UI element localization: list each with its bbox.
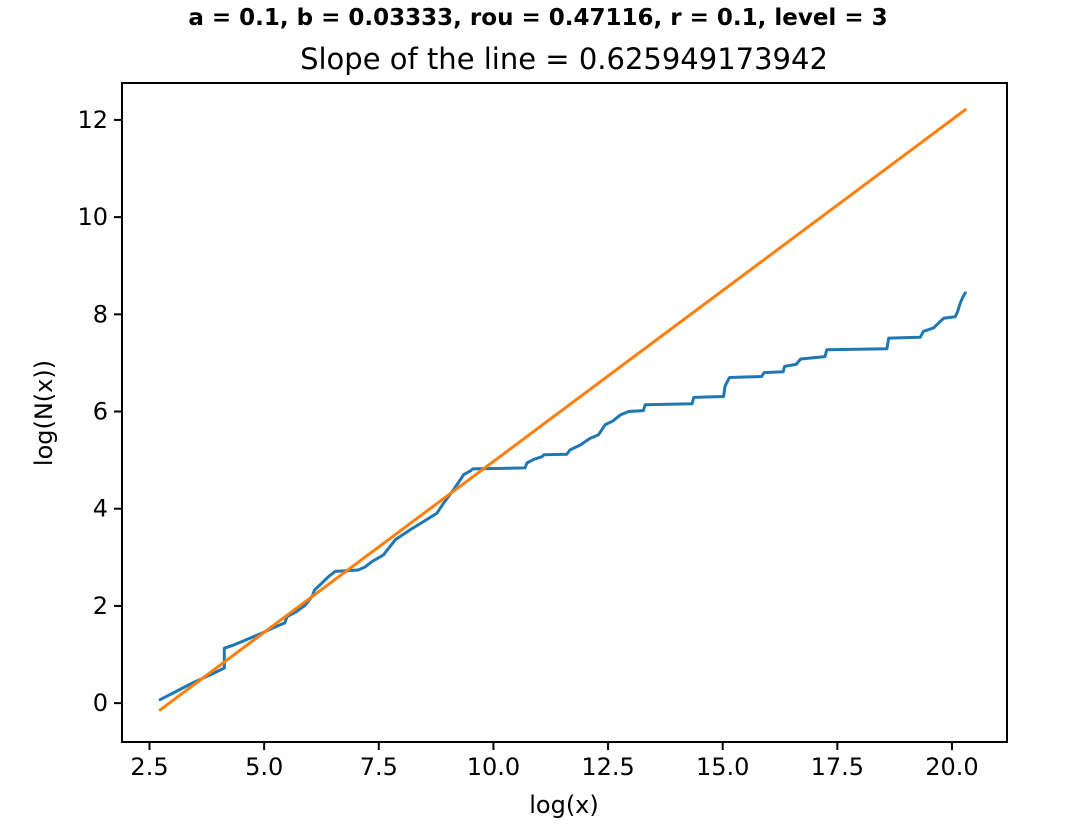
y-tick-label: 10 [77, 203, 108, 231]
x-axis-label: log(x) [529, 791, 599, 819]
axis-ticks: 2.5 5.0 7.5 10.0 12.5 15.0 17.5 20.0 0 2 4 6 8 10 12 [77, 106, 978, 781]
y-tick-label: 6 [93, 398, 108, 426]
x-tick-label: 15.0 [696, 753, 749, 781]
x-tick-label: 12.5 [581, 753, 634, 781]
y-tick-label: 2 [93, 592, 108, 620]
y-tick-label: 8 [93, 300, 108, 328]
fit-line [158, 108, 967, 712]
x-tick-label: 7.5 [360, 753, 398, 781]
y-tick-label: 4 [93, 495, 108, 523]
x-tick-label: 20.0 [925, 753, 978, 781]
x-tick-label: 10.0 [467, 753, 520, 781]
y-tick-label: 0 [93, 689, 108, 717]
axes-title: Slope of the line = 0.625949173942 [300, 42, 828, 76]
y-axis-label: log(N(x)) [30, 360, 58, 466]
x-tick-label: 2.5 [130, 753, 168, 781]
x-tick-label: 17.5 [811, 753, 864, 781]
suptitle: a = 0.1, b = 0.03333, rou = 0.47116, r =… [188, 5, 887, 31]
data-line [158, 291, 967, 702]
x-tick-label: 5.0 [245, 753, 283, 781]
series-lines [158, 108, 967, 712]
y-tick-label: 12 [77, 106, 108, 134]
